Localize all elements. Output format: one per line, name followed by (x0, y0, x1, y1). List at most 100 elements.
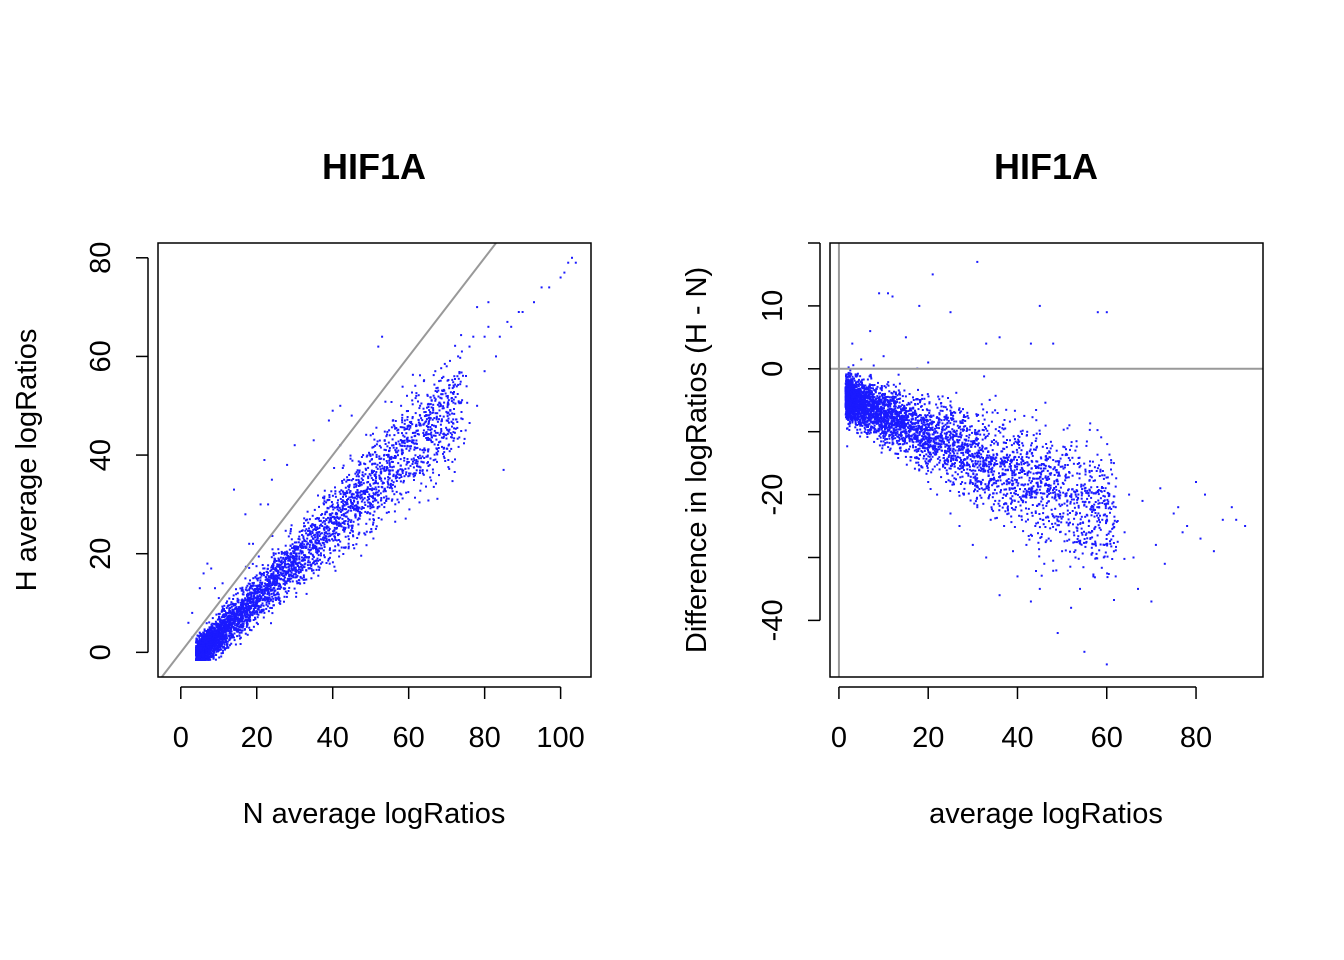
data-point (363, 462, 366, 465)
data-point (435, 387, 438, 390)
data-point (335, 522, 338, 525)
data-point (378, 477, 381, 480)
data-point (209, 645, 212, 648)
data-point (381, 486, 384, 489)
data-point (375, 466, 378, 469)
data-point (229, 603, 232, 606)
data-point (1128, 493, 1131, 496)
data-point (355, 484, 358, 487)
data-point (270, 566, 273, 569)
data-point (266, 580, 269, 582)
data-point (1090, 496, 1093, 499)
data-point (1154, 543, 1157, 546)
data-point (309, 549, 312, 552)
data-point (424, 449, 427, 452)
data-point (352, 493, 355, 496)
data-point (962, 425, 965, 428)
data-point (275, 583, 278, 586)
data-point (386, 445, 389, 448)
data-point (360, 490, 363, 493)
data-point (429, 429, 432, 431)
data-point (217, 645, 220, 648)
data-point (435, 416, 438, 419)
data-point (263, 571, 265, 574)
data-point (396, 473, 399, 475)
data-point (401, 413, 404, 416)
data-point (206, 633, 209, 635)
data-point (353, 483, 356, 486)
data-point (334, 549, 337, 552)
data-point (417, 433, 420, 436)
data-point (414, 496, 416, 499)
data-point (251, 604, 254, 607)
data-point (199, 634, 202, 637)
data-point (236, 592, 239, 595)
data-point (268, 585, 271, 588)
data-point (377, 482, 379, 485)
data-point (461, 418, 464, 421)
data-point (351, 526, 354, 529)
data-point (301, 529, 304, 532)
data-point (358, 506, 361, 509)
data-point (1114, 549, 1117, 552)
data-point (439, 414, 442, 417)
data-point (227, 646, 230, 649)
data-point (238, 608, 241, 611)
data-point (365, 544, 368, 547)
data-point (265, 576, 268, 579)
data-point (334, 522, 336, 525)
data-point (913, 437, 916, 440)
data-point (456, 375, 459, 378)
data-point (327, 419, 330, 422)
data-point (887, 292, 889, 295)
data-point (248, 614, 251, 617)
data-point (293, 541, 296, 544)
data-point (433, 396, 436, 399)
data-point (459, 402, 462, 405)
data-point (235, 618, 238, 621)
data-point (272, 597, 275, 600)
data-point (563, 271, 566, 274)
data-point (289, 528, 292, 530)
data-point (394, 475, 397, 478)
data-point (424, 411, 427, 413)
data-point (304, 578, 306, 581)
data-point (414, 397, 417, 400)
data-point (360, 477, 363, 480)
data-point (199, 656, 202, 659)
data-point (437, 395, 440, 398)
data-point (339, 508, 342, 511)
data-point (259, 581, 262, 584)
data-point (246, 600, 249, 603)
data-point (234, 616, 237, 619)
data-point (985, 556, 988, 559)
data-point (371, 489, 374, 492)
data-point (224, 629, 227, 632)
data-point (263, 567, 266, 570)
data-point (323, 556, 326, 559)
data-point (212, 630, 215, 633)
data-point (387, 469, 390, 472)
data-point (448, 387, 451, 390)
data-point (369, 434, 372, 437)
data-point (349, 496, 352, 499)
data-point (436, 386, 439, 389)
data-point (212, 657, 215, 660)
data-point (319, 533, 322, 536)
data-point (290, 567, 293, 570)
data-point (328, 528, 331, 530)
data-point (376, 467, 379, 470)
data-point (369, 484, 372, 487)
data-point (187, 621, 190, 624)
data-point (383, 466, 386, 468)
data-point (1069, 565, 1072, 568)
data-point (241, 589, 244, 592)
data-point (318, 568, 321, 571)
data-point (284, 562, 286, 565)
data-point (350, 495, 353, 498)
data-point (366, 491, 369, 493)
data-point (398, 443, 401, 446)
data-point (457, 383, 460, 386)
data-point (417, 456, 419, 458)
data-point (891, 295, 894, 298)
